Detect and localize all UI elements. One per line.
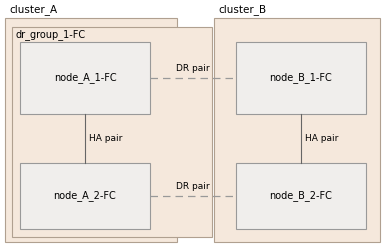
FancyBboxPatch shape [5, 18, 177, 242]
FancyBboxPatch shape [20, 163, 150, 229]
Text: node_A_2-FC: node_A_2-FC [54, 190, 116, 201]
FancyBboxPatch shape [12, 27, 212, 237]
Text: DR pair: DR pair [176, 64, 210, 73]
FancyBboxPatch shape [236, 163, 366, 229]
Text: node_B_2-FC: node_B_2-FC [269, 190, 332, 201]
Text: cluster_A: cluster_A [9, 4, 57, 15]
FancyBboxPatch shape [20, 42, 150, 114]
Text: HA pair: HA pair [89, 134, 122, 143]
Text: node_A_1-FC: node_A_1-FC [54, 72, 116, 83]
FancyBboxPatch shape [214, 18, 380, 242]
Text: DR pair: DR pair [176, 182, 210, 191]
Text: dr_group_1-FC: dr_group_1-FC [16, 29, 86, 40]
Text: cluster_B: cluster_B [218, 4, 266, 15]
FancyBboxPatch shape [236, 42, 366, 114]
Text: HA pair: HA pair [305, 134, 339, 143]
Text: node_B_1-FC: node_B_1-FC [270, 72, 332, 83]
